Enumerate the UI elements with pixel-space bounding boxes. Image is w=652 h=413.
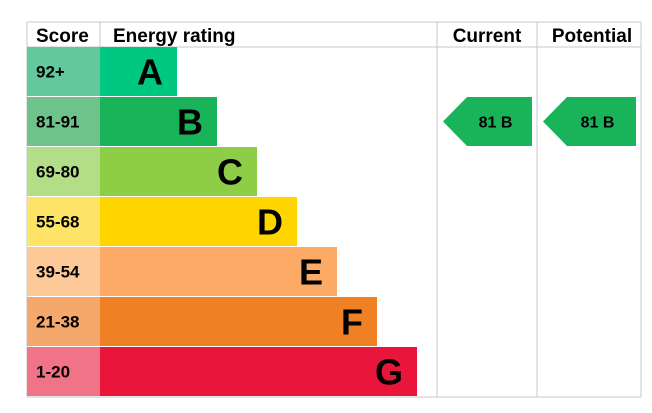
current-header: Current [453,26,522,47]
rating-letter-c: C [217,152,243,193]
score-label-a: 92+ [36,63,65,82]
rating-bands: 92+ A 81-91 B 69-80 C 55-68 D 39-54 E 21-38 F 1-20 G [27,47,417,396]
score-cell-a [27,47,100,96]
rating-bar-b [100,97,217,146]
rating-bar-e [100,247,337,296]
rating-letter-f: F [341,302,363,343]
potential-rating-arrow: 81 B [543,97,636,146]
score-label-b: 81-91 [36,113,79,132]
score-cell-g [27,347,100,396]
score-label-g: 1-20 [36,363,70,382]
potential-rating-arrow-label: 81 B [581,115,615,132]
rating-letter-a: A [137,52,163,93]
score-cell-b [27,97,100,146]
band-c: 69-80 C [27,147,257,196]
score-cell-c [27,147,100,196]
score-cell-e [27,247,100,296]
score-label-e: 39-54 [36,263,80,282]
rating-letter-b: B [177,102,203,143]
score-cell-d [27,197,100,246]
rating-letter-g: G [375,352,403,393]
current-rating-arrow-shape [443,97,532,146]
score-header: Score [36,26,89,47]
rating-bar-a [100,47,177,96]
rating-bar-c [100,147,257,196]
band-e: 39-54 E [27,247,337,296]
score-label-c: 69-80 [36,163,79,182]
score-label-d: 55-68 [36,213,79,232]
band-d: 55-68 D [27,197,297,246]
score-label-f: 21-38 [36,313,79,332]
band-b: 81-91 B [27,97,217,146]
band-a: 92+ A [27,47,177,96]
rating-bar-f [100,297,377,346]
band-f: 21-38 F [27,297,377,346]
current-rating-arrow: 81 B [443,97,532,146]
potential-rating-arrow-shape [543,97,636,146]
score-cell-f [27,297,100,346]
rating-letter-e: E [299,252,323,293]
energy-rating-header: Energy rating [113,26,235,47]
potential-header: Potential [552,26,632,47]
rating-letter-d: D [257,202,283,243]
rating-bar-g [100,347,417,396]
rating-bar-d [100,197,297,246]
current-rating-arrow-label: 81 B [479,115,513,132]
rating-arrows: 81 B 81 B [443,97,636,146]
band-g: 1-20 G [27,347,417,396]
